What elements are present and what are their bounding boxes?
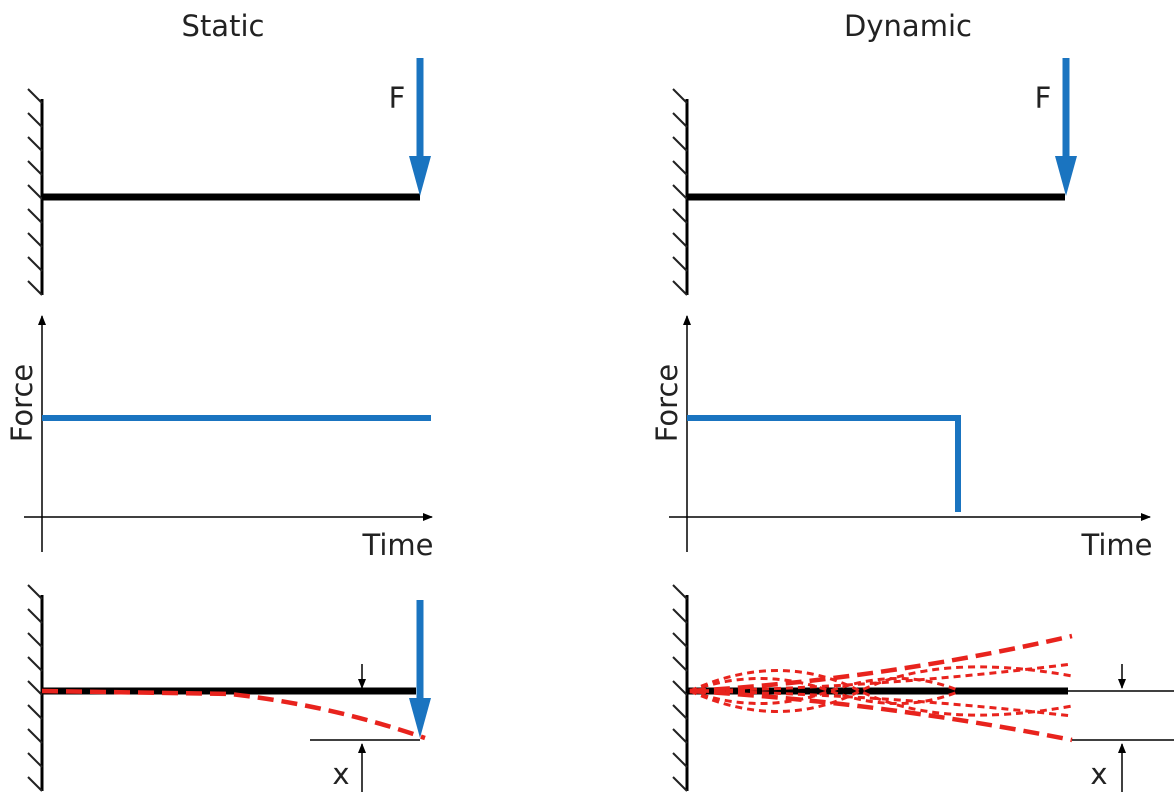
y-axis-label: Force xyxy=(650,364,684,442)
panel-title: Dynamic xyxy=(844,9,972,43)
x-axis-label: Time xyxy=(362,528,434,562)
y-axis-label: Force xyxy=(5,364,39,442)
x-axis-label: Time xyxy=(1081,528,1153,562)
deflection xyxy=(41,688,426,741)
wall xyxy=(671,583,689,793)
displacement-label: x xyxy=(1090,757,1107,791)
force-arrow xyxy=(409,58,431,196)
wall xyxy=(26,87,44,297)
force-arrow xyxy=(409,600,431,738)
wall xyxy=(26,583,44,793)
wall xyxy=(671,87,689,297)
force-label: F xyxy=(389,81,406,115)
panel-title: Static xyxy=(182,9,265,43)
force-line xyxy=(687,415,961,512)
force-arrow xyxy=(1055,58,1077,196)
displacement-label: x xyxy=(332,757,349,791)
force-label: F xyxy=(1035,81,1052,115)
vibration-modes xyxy=(689,633,1073,743)
